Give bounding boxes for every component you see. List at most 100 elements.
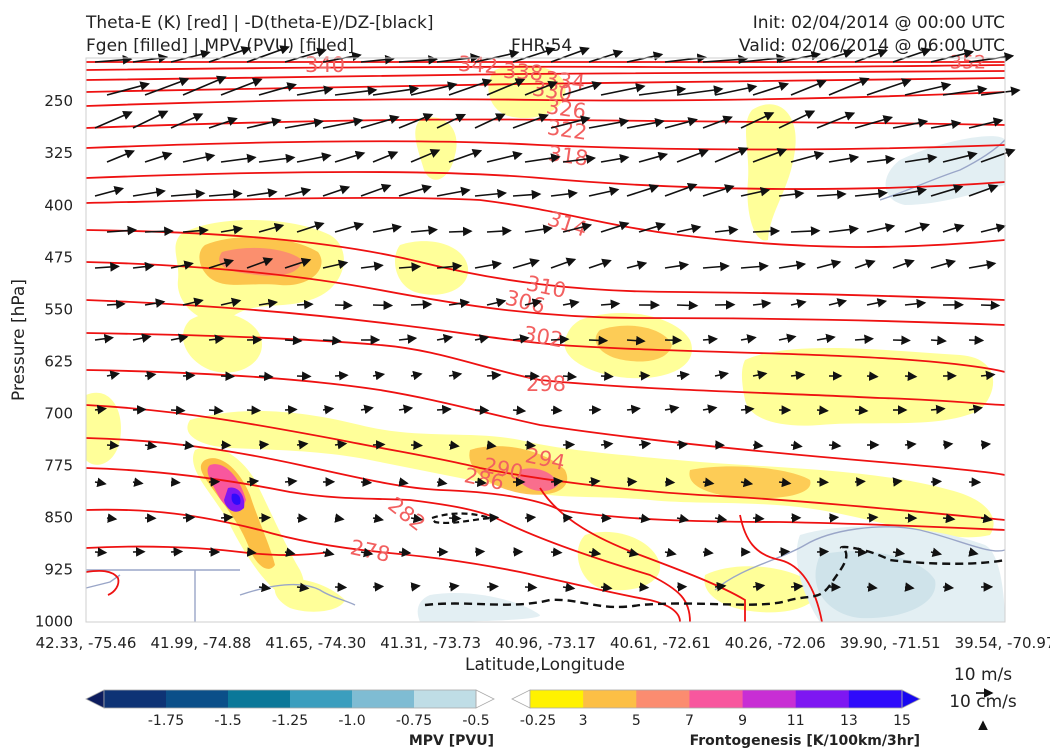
fgen-colorbar-extend-right <box>901 689 921 709</box>
wind-vector-290 <box>132 477 144 487</box>
wind-vector-215 <box>930 335 947 346</box>
fgen-colorbar-outline <box>529 689 903 709</box>
wind-vector-370 <box>600 582 613 593</box>
fgen-colorbar-tick-7: 15 <box>893 713 911 729</box>
wind-vector-190 <box>904 298 927 309</box>
theta-e-contour-8 <box>85 171 1006 190</box>
wind-vector-60 <box>512 113 549 129</box>
fgen-colorbar-swatch-4 <box>689 690 743 708</box>
wind-vector-27 <box>182 75 227 96</box>
theta-e-contour-10 <box>85 229 1006 301</box>
wind-vector-135 <box>638 221 666 233</box>
wind-vector-347 <box>474 547 486 557</box>
wind-vector-116 <box>816 189 847 200</box>
wind-vector-321 <box>410 513 424 524</box>
wind-vector-31 <box>334 86 378 96</box>
wind-vector-339 <box>170 547 184 557</box>
wind-vector-82 <box>448 148 483 163</box>
wind-vector-158 <box>588 258 612 269</box>
wind-vector-152 <box>360 261 384 272</box>
wind-vector-24 <box>968 52 1015 63</box>
wind-vector-272 <box>372 440 386 450</box>
wind-vector-151 <box>322 259 349 270</box>
wind-vector-153 <box>398 262 422 272</box>
wind-vector-88 <box>676 148 709 163</box>
wind-vector-114 <box>740 187 771 197</box>
fgen-blob-lower-center <box>577 531 661 591</box>
wind-vector-123 <box>182 225 209 236</box>
fgen-max-lower-center <box>520 468 558 492</box>
wind-vector-202 <box>436 333 454 344</box>
wind-vector-132 <box>524 224 553 235</box>
wind-vector-22 <box>892 47 932 63</box>
wind-vector-34 <box>448 78 493 96</box>
wind-vector-309 <box>854 477 866 487</box>
wind-vector-layer <box>94 45 1021 593</box>
wind-vector-100 <box>208 189 243 199</box>
reference-vector-horizontal-label: 10 m/s <box>954 665 1012 685</box>
wind-vector-260 <box>816 405 829 415</box>
wind-vector-167 <box>930 258 957 269</box>
wind-vector-368 <box>524 582 538 592</box>
wind-vector-276 <box>524 440 537 450</box>
wind-vector-3 <box>170 49 211 63</box>
wind-vector-184 <box>676 300 699 311</box>
wind-vector-155 <box>474 260 502 270</box>
mpv-colorbar-tick-5: -0.75 <box>396 713 432 729</box>
wind-vector-224 <box>372 370 386 381</box>
wind-vector-209 <box>702 334 718 345</box>
wind-vector-68 <box>816 111 856 129</box>
wind-vector-154 <box>436 261 463 272</box>
wind-vector-283 <box>790 440 803 451</box>
theta-e-contour-17 <box>85 467 691 623</box>
wind-vector-51 <box>170 113 204 129</box>
wind-vector-178 <box>448 298 470 309</box>
wind-vector-6 <box>284 47 327 63</box>
wind-vector-101 <box>246 188 278 198</box>
wind-vector-325 <box>562 513 573 523</box>
x-tick-label-9: 39.54, -70.97 <box>955 634 1050 652</box>
wind-vector-316 <box>220 512 234 523</box>
wind-vector-233 <box>714 370 729 380</box>
wind-vector-137 <box>714 225 739 236</box>
wind-vector-366 <box>448 582 460 592</box>
fgen-colorbar-tick-1: 3 <box>579 713 588 729</box>
wind-vector-43 <box>790 79 827 96</box>
wind-vector-213 <box>854 334 874 345</box>
wind-vector-201 <box>398 334 418 344</box>
wind-vector-245 <box>246 405 262 416</box>
y-tick-label-400: 400 <box>44 196 73 214</box>
fgen-core-center-620 <box>595 325 672 362</box>
wind-vector-121 <box>106 225 138 236</box>
wind-vector-46 <box>904 81 952 96</box>
wind-vector-80 <box>372 150 399 163</box>
theta-e-contour-19 <box>85 545 331 556</box>
theta-e-contour-9 <box>85 196 1006 248</box>
wind-vector-289 <box>94 477 107 488</box>
wind-vector-58 <box>436 113 467 129</box>
wind-vector-327 <box>638 513 651 524</box>
wind-vector-291 <box>170 477 181 487</box>
wind-vector-150 <box>284 257 312 269</box>
wind-vector-284 <box>828 440 842 451</box>
wind-vector-266 <box>144 440 158 451</box>
y-tick-label-850: 850 <box>44 508 73 526</box>
wind-vector-258 <box>740 404 755 415</box>
y-tick-label-550: 550 <box>44 300 73 318</box>
wind-vector-87 <box>638 151 669 163</box>
fgen-blob-top-center <box>488 65 566 119</box>
wind-vector-179 <box>486 298 507 308</box>
wind-vector-247 <box>322 404 335 415</box>
wind-vector-44 <box>828 77 870 96</box>
wind-vector-206 <box>588 335 609 346</box>
wind-vector-353 <box>702 547 714 557</box>
wind-vector-320 <box>372 513 384 524</box>
wind-vector-336 <box>980 513 993 524</box>
wind-vector-188 <box>828 298 848 308</box>
wind-vector-324 <box>524 513 537 523</box>
theta-e-contour-15 <box>85 404 1006 521</box>
y-tick-label-325: 325 <box>44 144 73 162</box>
wind-vector-147 <box>170 260 194 270</box>
wind-vector-165 <box>854 259 876 269</box>
wind-vector-20 <box>816 49 854 63</box>
